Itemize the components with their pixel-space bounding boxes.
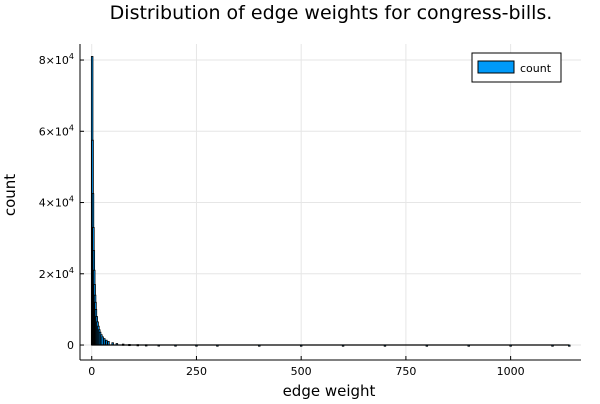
legend-swatch (477, 60, 515, 74)
axes (79, 44, 581, 361)
histogram-bar (105, 339, 108, 346)
y-tick-label: 6×104 (39, 123, 74, 138)
x-tick-label: 750 (395, 365, 416, 378)
histogram-bar (103, 338, 106, 346)
grid (80, 44, 581, 360)
y-tick-label: 2×104 (39, 266, 74, 281)
x-tick-label: 250 (186, 365, 207, 378)
ticks: 0 250 500 750 1000 0 2×104 4×104 6×104 8×104 (39, 52, 525, 378)
y-tick-label: 4×104 (39, 195, 74, 210)
y-tick-label: 0 (67, 339, 74, 352)
x-tick-label: 1000 (497, 365, 525, 378)
x-tick-label: 0 (88, 365, 95, 378)
x-axis-label: edge weight (283, 382, 376, 400)
chart-title: Distribution of edge weights for congres… (110, 2, 553, 24)
legend: count (471, 52, 562, 83)
y-axis-label: count (1, 174, 19, 216)
bars (90, 56, 571, 347)
legend-label: count (520, 62, 552, 75)
y-tick-label: 8×104 (39, 52, 74, 67)
x-tick-label: 500 (291, 365, 312, 378)
